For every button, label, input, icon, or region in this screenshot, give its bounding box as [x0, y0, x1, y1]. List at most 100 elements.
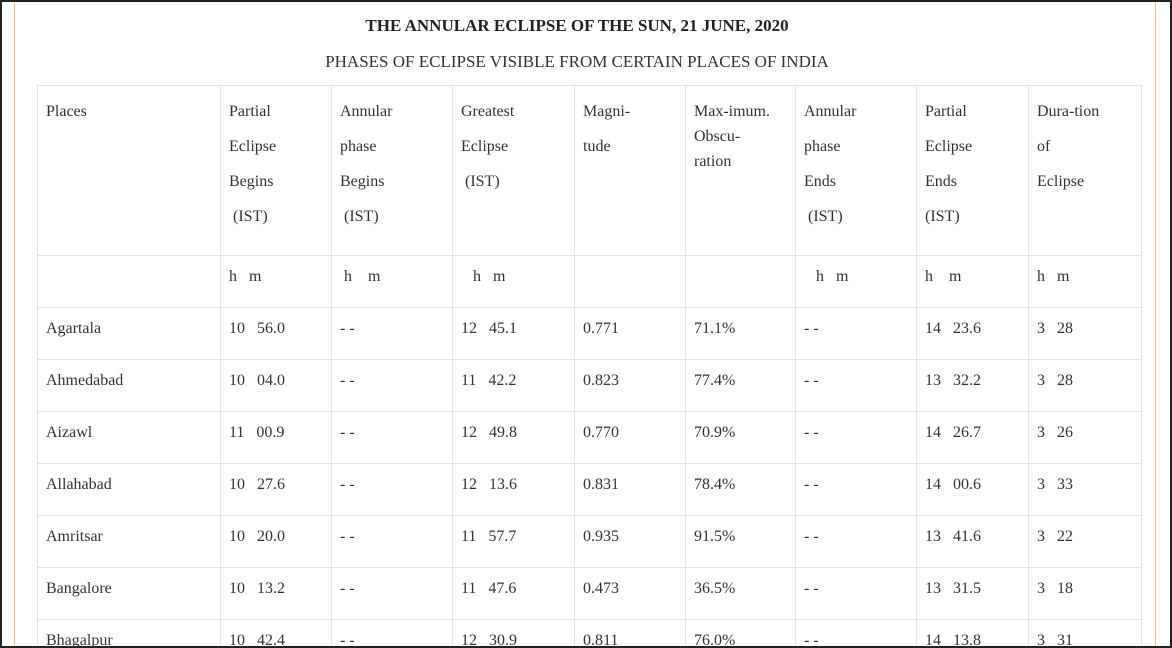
units-obscuration — [685, 255, 796, 308]
header-line: Annular — [804, 103, 857, 120]
units-annular-begins: h m — [331, 255, 453, 308]
cell-partial-ends: 14 26.7 — [916, 411, 1029, 464]
units-places — [37, 255, 221, 308]
cell-annular-ends: - - — [795, 567, 917, 620]
header-obscuration: Max-imum. Obscu-ration — [685, 85, 796, 256]
header-line: Begins — [229, 173, 274, 190]
header-line: (IST) — [461, 173, 500, 190]
cell-place: Allahabad — [37, 463, 221, 516]
header-line: (IST) — [340, 208, 379, 225]
cell-partial-ends: 14 13.8 — [916, 619, 1029, 646]
header-line: (IST) — [229, 208, 268, 225]
page-subtitle: PHASES OF ECLIPSE VISIBLE FROM CERTAIN P… — [325, 52, 829, 71]
cell-partial-ends: 13 41.6 — [916, 515, 1029, 568]
table-body: Places Partial Eclipse Begins (IST) Annula… — [37, 85, 1142, 646]
cell-obscuration: 76.0% — [685, 619, 796, 646]
header-line: Dura-tion — [1037, 103, 1100, 120]
table-row: Ahmedabad 10 04.0- -11 42.2 0.823 77.4% - -1… — [37, 359, 1142, 412]
header-line: Ends — [804, 173, 836, 190]
cell-annular-begins: - - — [331, 359, 453, 412]
cell-partial-ends: 13 31.5 — [916, 567, 1029, 620]
cell-partial-ends: 14 00.6 — [916, 463, 1029, 516]
cell-partial-begins: 10 56.0 — [220, 307, 332, 360]
header-line: (IST) — [804, 208, 843, 225]
cell-place: Bangalore — [37, 567, 221, 620]
cell-duration: 3 28 — [1028, 307, 1142, 360]
header-line: Eclipse — [229, 138, 277, 155]
units-annular-ends: h m — [795, 255, 917, 308]
cell-duration: 3 28 — [1028, 359, 1142, 412]
cell-partial-begins: 10 04.0 — [220, 359, 332, 412]
cell-magnitude: 0.823 — [574, 359, 686, 412]
cell-partial-begins: 10 42.4 — [220, 619, 332, 646]
cell-annular-ends: - - — [795, 411, 917, 464]
header-line: Partial — [925, 103, 967, 120]
cell-duration: 3 33 — [1028, 463, 1142, 516]
cell-annular-begins: - - — [331, 463, 453, 516]
header-greatest: Greatest Eclipse (IST) — [452, 85, 575, 256]
header-row: Places Partial Eclipse Begins (IST) Annula… — [37, 85, 1142, 256]
header-line: Begins — [340, 173, 385, 190]
table-row: Aizawl 11 00.9- -12 49.8 0.770 70.9% - -14 2… — [37, 411, 1142, 464]
cell-annular-begins: - - — [331, 567, 453, 620]
units-greatest: h m — [452, 255, 575, 308]
table-row: Bhagalpur 10 42.4- -12 30.9 0.811 76.0% - -1… — [37, 619, 1142, 646]
units-magnitude — [574, 255, 686, 308]
table-row: Agartala 10 56.0- -12 45.1 0.771 71.1% - -14… — [37, 307, 1142, 360]
cell-place: Ahmedabad — [37, 359, 221, 412]
header-partial-ends: Partial Eclipse Ends (IST) — [916, 85, 1029, 256]
header-annular-ends: Annular phase Ends (IST) — [795, 85, 917, 256]
cell-partial-begins: 10 27.6 — [220, 463, 332, 516]
header-line: ration — [694, 153, 732, 170]
cell-magnitude: 0.473 — [574, 567, 686, 620]
cell-magnitude: 0.831 — [574, 463, 686, 516]
cell-place: Bhagalpur — [37, 619, 221, 646]
cell-greatest: 11 57.7 — [452, 515, 575, 568]
cell-duration: 3 26 — [1028, 411, 1142, 464]
cell-duration: 3 22 — [1028, 515, 1142, 568]
cell-obscuration: 70.9% — [685, 411, 796, 464]
cell-magnitude: 0.811 — [574, 619, 686, 646]
cell-partial-begins: 10 20.0 — [220, 515, 332, 568]
cell-magnitude: 0.771 — [574, 307, 686, 360]
cell-annular-ends: - - — [795, 515, 917, 568]
header-partial-begins: Partial Eclipse Begins (IST) — [220, 85, 332, 256]
cell-partial-ends: 14 23.6 — [916, 307, 1029, 360]
header-line: (IST) — [925, 208, 960, 225]
units-row: h m h m h m h m h m h m — [37, 255, 1142, 308]
cell-obscuration: 77.4% — [685, 359, 796, 412]
cell-greatest: 11 47.6 — [452, 567, 575, 620]
header-line: Eclipse — [461, 138, 509, 155]
cell-partial-ends: 13 32.2 — [916, 359, 1029, 412]
cell-annular-begins: - - — [331, 307, 453, 360]
header-line: Eclipse — [925, 138, 973, 155]
header-line: Partial — [229, 103, 271, 120]
header-line: phase — [804, 138, 841, 155]
header-line: phase — [340, 138, 377, 155]
cell-annular-begins: - - — [331, 619, 453, 646]
units-partial-begins: h m — [220, 255, 332, 308]
cell-annular-ends: - - — [795, 463, 917, 516]
header-duration: Dura-tion of Eclipse — [1028, 85, 1142, 256]
header-line: Ends — [925, 173, 957, 190]
table-row: Amritsar 10 20.0- -11 57.7 0.935 91.5% - -13… — [37, 515, 1142, 568]
cell-magnitude: 0.935 — [574, 515, 686, 568]
units-duration: h m — [1028, 255, 1142, 308]
cell-place: Amritsar — [37, 515, 221, 568]
cell-greatest: 11 42.2 — [452, 359, 575, 412]
header-line: Magni- — [583, 103, 631, 120]
table-row: Bangalore 10 13.2- -11 47.6 0.473 36.5% - -1… — [37, 567, 1142, 620]
header-line: of — [1037, 138, 1051, 155]
eclipse-phases-table: Places Partial Eclipse Begins (IST) Annula… — [37, 85, 1142, 646]
cell-greatest: 12 30.9 — [452, 619, 575, 646]
cell-annular-begins: - - — [331, 411, 453, 464]
cell-obscuration: 78.4% — [685, 463, 796, 516]
header-line: Greatest — [461, 103, 515, 120]
cell-obscuration: 91.5% — [685, 515, 796, 568]
header-line: Max-imum. — [694, 103, 770, 120]
units-partial-ends: h m — [916, 255, 1029, 308]
page-title: THE ANNULAR ECLIPSE OF THE SUN, 21 JUNE,… — [365, 16, 789, 35]
cell-annular-ends: - - — [795, 307, 917, 360]
cell-magnitude: 0.770 — [574, 411, 686, 464]
